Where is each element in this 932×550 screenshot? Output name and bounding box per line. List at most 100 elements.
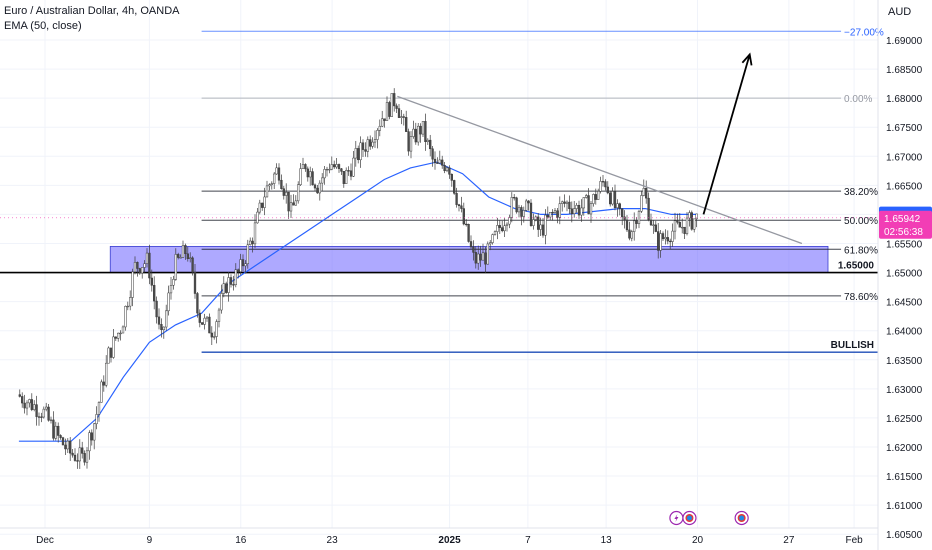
candle xyxy=(477,253,480,264)
candle xyxy=(126,305,129,308)
candle xyxy=(121,326,125,334)
candle xyxy=(400,116,403,118)
candle xyxy=(119,332,122,335)
candle xyxy=(337,164,341,169)
candle xyxy=(441,159,444,166)
candle xyxy=(640,195,643,212)
candle xyxy=(409,136,413,152)
candle xyxy=(304,164,307,170)
price-tick-label: 1.67000 xyxy=(886,152,923,163)
demand-zone xyxy=(109,245,829,273)
candle xyxy=(549,211,552,218)
candle xyxy=(546,214,549,218)
price-tick-label: 1.62500 xyxy=(886,414,923,425)
candle xyxy=(460,205,463,209)
fib-level-label: 78.60% xyxy=(844,292,878,303)
candle xyxy=(683,226,686,234)
candle xyxy=(474,252,477,264)
date-tick-label: 23 xyxy=(327,535,339,546)
candle xyxy=(277,167,281,181)
candle xyxy=(66,440,69,450)
candle xyxy=(107,347,110,364)
candle xyxy=(688,212,691,219)
candle xyxy=(635,220,638,224)
candle xyxy=(215,321,218,337)
candle xyxy=(153,285,156,302)
candle xyxy=(160,324,163,331)
candle xyxy=(676,220,679,223)
candle xyxy=(210,332,213,338)
candle xyxy=(623,216,626,221)
candle xyxy=(201,322,204,325)
candle xyxy=(642,187,645,196)
candle xyxy=(179,257,182,259)
candle xyxy=(227,277,230,293)
candle xyxy=(208,316,211,334)
candle xyxy=(311,171,314,186)
candle xyxy=(419,125,422,135)
candle xyxy=(352,157,355,177)
chart-title: Euro / Australian Dollar, 4h, OANDA xyxy=(4,5,180,17)
candle xyxy=(325,168,329,171)
fib-level-label: −27.00% xyxy=(844,27,884,38)
candle xyxy=(484,252,487,265)
fib-level-label: 50.00% xyxy=(844,216,878,227)
candle xyxy=(69,440,72,454)
candle xyxy=(186,253,189,260)
candle xyxy=(673,220,677,232)
candle xyxy=(594,194,597,200)
candle xyxy=(309,171,312,178)
candle xyxy=(417,125,420,143)
fib-level-label: 61.80% xyxy=(844,245,878,256)
last-price-label: 1.65942 xyxy=(884,214,921,225)
candle xyxy=(373,139,377,143)
candle xyxy=(196,293,199,314)
candle xyxy=(613,191,617,208)
candle xyxy=(282,188,285,196)
candle xyxy=(323,169,326,179)
candle xyxy=(479,253,482,261)
candle xyxy=(273,173,276,184)
candle xyxy=(669,240,672,243)
candle xyxy=(64,444,67,450)
candle xyxy=(145,252,149,264)
candle xyxy=(261,202,264,208)
candle xyxy=(59,435,62,438)
candle xyxy=(347,170,350,172)
candle xyxy=(532,219,535,226)
candle xyxy=(177,254,180,258)
candle xyxy=(436,162,439,164)
candle xyxy=(345,170,348,184)
price-tick-label: 1.61000 xyxy=(886,501,923,512)
candle xyxy=(491,234,494,243)
candle xyxy=(467,224,470,242)
candle xyxy=(21,396,24,404)
candle xyxy=(321,177,324,184)
candle xyxy=(33,404,36,410)
candle xyxy=(496,225,499,232)
candle xyxy=(534,216,537,220)
currency-label[interactable]: AUD xyxy=(888,6,912,18)
candle xyxy=(568,201,571,210)
candle xyxy=(287,191,290,212)
date-tick-label: 2025 xyxy=(438,535,461,546)
candle xyxy=(657,231,660,251)
candle xyxy=(340,168,343,172)
candle xyxy=(587,195,590,215)
candle xyxy=(136,262,139,269)
candle xyxy=(429,139,432,150)
candle xyxy=(114,336,117,339)
candle xyxy=(124,306,127,328)
candle xyxy=(621,208,624,218)
candle xyxy=(364,149,367,152)
price-tick-label: 1.62000 xyxy=(886,443,923,454)
candle xyxy=(150,277,153,286)
candle xyxy=(539,224,542,230)
candle xyxy=(301,164,305,169)
candle xyxy=(349,170,353,177)
candle xyxy=(601,181,605,183)
candle xyxy=(117,332,120,339)
candle xyxy=(563,201,566,204)
